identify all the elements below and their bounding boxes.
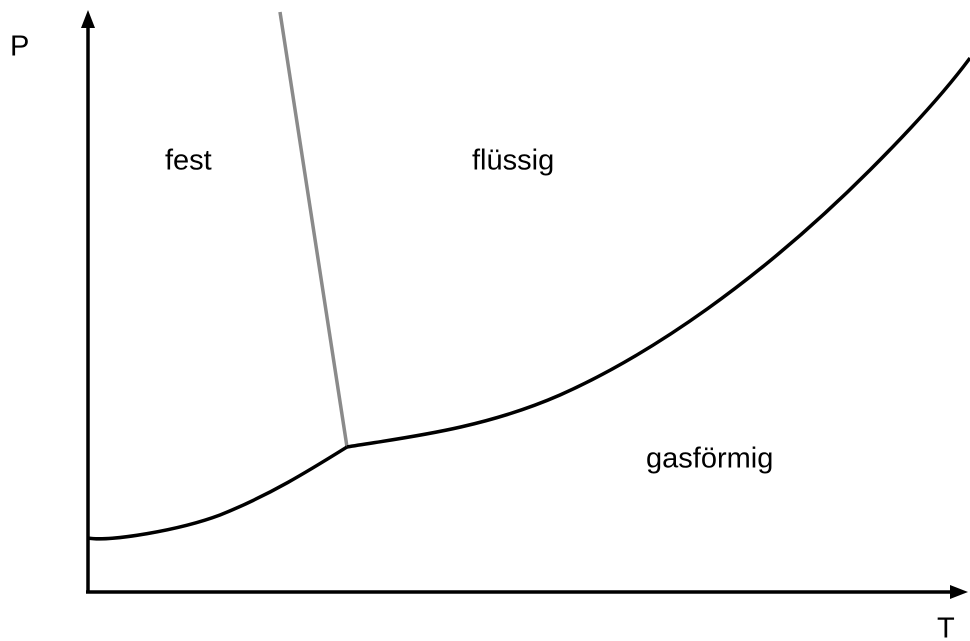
- y-axis-arrow: [81, 10, 95, 28]
- vaporization-curve: [346, 56, 970, 449]
- region-label: flüssig: [472, 145, 554, 177]
- y-axis-label: P: [10, 31, 29, 63]
- x-axis-label: T: [937, 613, 955, 641]
- sublimation-curve: [87, 445, 348, 541]
- region-label: fest: [165, 145, 212, 177]
- x-axis-arrow: [950, 585, 968, 599]
- melting-curve: [278, 11, 349, 448]
- region-label: gasförmig: [646, 443, 773, 475]
